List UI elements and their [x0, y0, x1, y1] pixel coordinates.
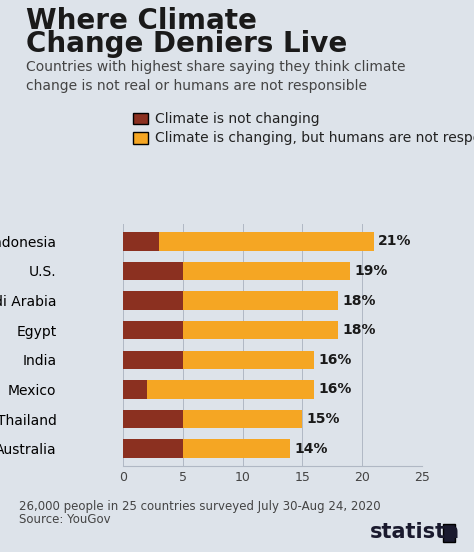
Bar	[123, 262, 183, 280]
Bar	[123, 351, 183, 369]
Text: 16%: 16%	[319, 353, 352, 367]
Bar	[123, 291, 183, 310]
Bar	[183, 410, 302, 428]
Bar	[123, 232, 159, 251]
Text: Change Deniers Live: Change Deniers Live	[26, 30, 347, 59]
Bar	[123, 380, 147, 399]
Bar	[147, 380, 314, 399]
Text: 15%: 15%	[307, 412, 340, 426]
Text: Countries with highest share saying they think climate
change is not real or hum: Countries with highest share saying they…	[26, 60, 406, 93]
Text: Source: YouGov: Source: YouGov	[19, 513, 110, 527]
Bar	[183, 439, 291, 458]
Text: 16%: 16%	[319, 383, 352, 396]
Text: 19%: 19%	[355, 264, 388, 278]
Text: statista: statista	[370, 522, 460, 542]
Text: 18%: 18%	[342, 323, 376, 337]
Bar	[183, 291, 338, 310]
Text: Climate is changing, but humans are not responsible: Climate is changing, but humans are not …	[155, 131, 474, 145]
Bar	[183, 262, 350, 280]
Bar	[159, 232, 374, 251]
Bar	[123, 321, 183, 339]
Text: Where Climate: Where Climate	[26, 7, 257, 35]
Bar	[123, 410, 183, 428]
Bar	[123, 439, 183, 458]
Text: 26,000 people in 25 countries surveyed July 30-Aug 24, 2020: 26,000 people in 25 countries surveyed J…	[19, 500, 381, 513]
Text: 18%: 18%	[342, 294, 376, 307]
Bar	[183, 351, 314, 369]
Text: Climate is not changing: Climate is not changing	[155, 112, 319, 126]
Text: 14%: 14%	[295, 442, 328, 455]
Text: 21%: 21%	[378, 235, 412, 248]
Bar	[183, 321, 338, 339]
